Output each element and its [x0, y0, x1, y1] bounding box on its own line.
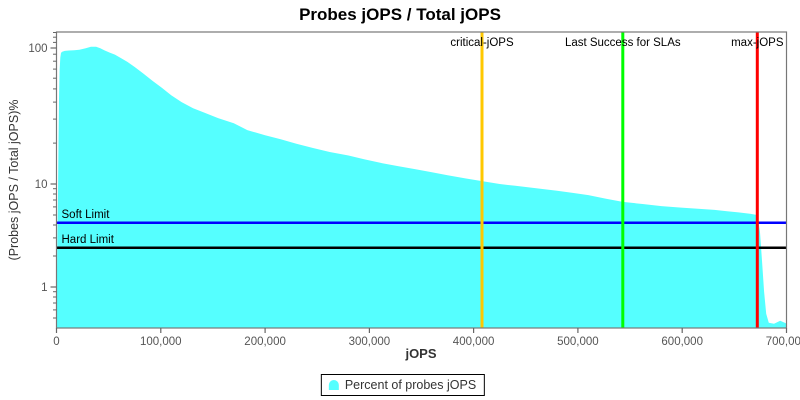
x-tick-label: 300,000 — [349, 336, 391, 348]
x-tick-label: 600,000 — [661, 336, 703, 348]
x-tick-label: 0 — [53, 336, 59, 348]
x-tick-label: 500,000 — [557, 336, 599, 348]
y-tick-label: 1 — [41, 282, 47, 294]
marker-label-last-success-for-slas: Last Success for SLAs — [565, 37, 681, 49]
x-tick-label: 200,000 — [244, 336, 286, 348]
area-series-percent-of-probes-jops — [56, 46, 787, 329]
plot-border — [55, 31, 788, 329]
limit-label-hard-limit: Hard Limit — [62, 234, 115, 246]
x-tick-label: 400,000 — [453, 336, 495, 348]
marker-label-max-jops: max-jOPS — [731, 37, 784, 49]
chart-title: Probes jOPS / Total jOPS — [299, 5, 501, 24]
limit-label-soft-limit: Soft Limit — [62, 209, 111, 221]
x-axis-title: jOPS — [405, 346, 437, 361]
x-tick-label: 700,000 — [766, 336, 800, 348]
x-tick-label: 100,000 — [140, 336, 182, 348]
legend: Percent of probes jOPS — [320, 374, 486, 396]
y-tick-label: 10 — [35, 179, 48, 191]
legend-swatch-icon — [328, 380, 339, 390]
marker-label-critical-jops: critical-jOPS — [450, 37, 514, 49]
y-tick-label: 100 — [28, 43, 47, 55]
legend-label: Percent of probes jOPS — [344, 378, 477, 392]
